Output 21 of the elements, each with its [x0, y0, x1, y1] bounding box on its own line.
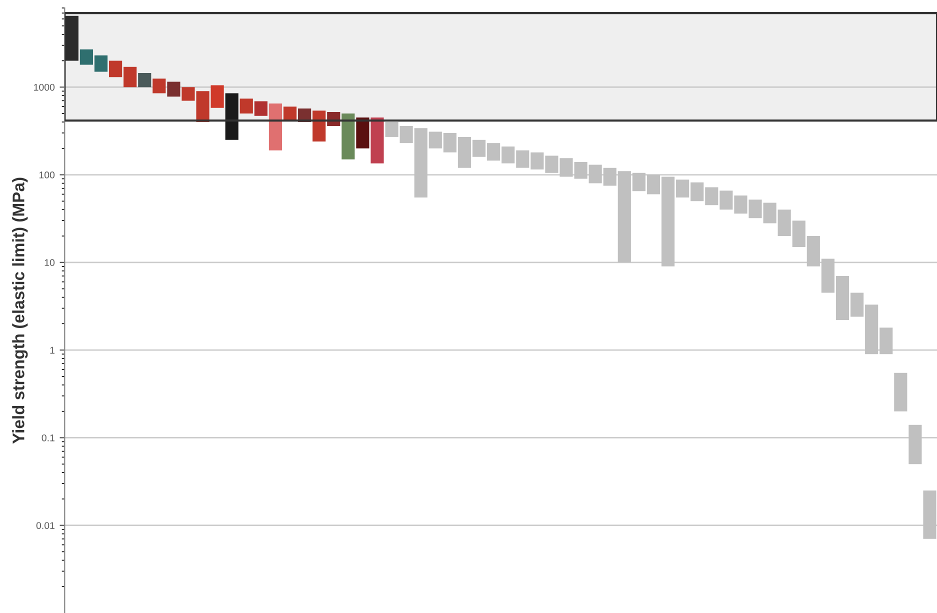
bar [356, 118, 370, 148]
y-tick-label: 10 [44, 259, 55, 266]
y-tick-label: 100 [39, 172, 55, 178]
bar [167, 82, 180, 97]
bar [254, 101, 268, 116]
bar [240, 98, 253, 114]
bar [210, 85, 224, 108]
bar [370, 118, 384, 164]
y-axis-title: Yield strength (elastic limit) (MPa) [12, 178, 28, 444]
bar [312, 110, 326, 142]
y-tick-label: 1 [50, 346, 54, 354]
y-tick-label: 0.1 [42, 434, 54, 442]
bar [283, 106, 297, 120]
bar [894, 372, 908, 412]
bar [342, 114, 355, 160]
bar [225, 93, 238, 140]
bar [268, 104, 282, 150]
y-tick-label: 1000 [34, 84, 55, 91]
bar [152, 78, 166, 94]
y-tick-label: 0.01 [36, 522, 54, 529]
bar [138, 72, 152, 88]
